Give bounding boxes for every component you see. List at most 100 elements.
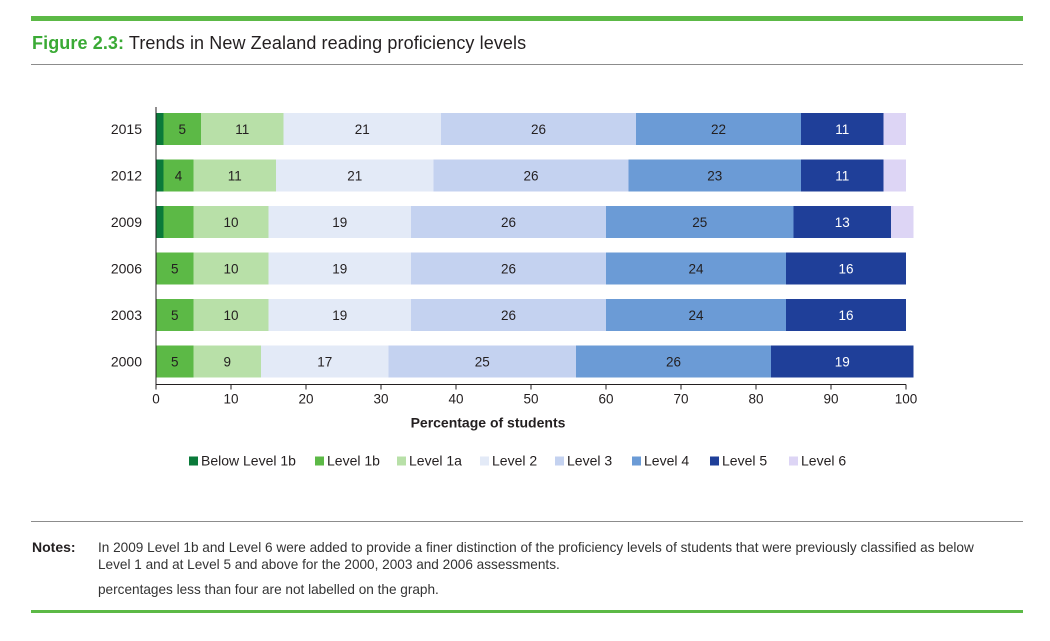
data-label: 21 bbox=[347, 169, 362, 184]
data-label: 26 bbox=[523, 169, 538, 184]
data-label: 25 bbox=[692, 215, 707, 230]
data-label: 5 bbox=[178, 122, 186, 137]
bar-segment-2015-level-4 bbox=[636, 113, 801, 145]
bar-segment-2006-level-5 bbox=[786, 252, 906, 285]
legend-swatch-level-1a bbox=[397, 456, 406, 466]
notes-text: In 2009 Level 1b and Level 6 were added … bbox=[98, 540, 974, 572]
bar-segment-2009-level-3 bbox=[411, 206, 606, 238]
data-label: 5 bbox=[171, 308, 179, 323]
bar-segment-2000-level-1a bbox=[193, 345, 261, 378]
data-label: 9 bbox=[223, 355, 231, 370]
legend-label: Level 6 bbox=[801, 453, 846, 469]
bar-segment-2009-below-level-1b bbox=[156, 206, 164, 238]
x-tick-label: 40 bbox=[448, 392, 463, 407]
bar-segment-2006-level-4 bbox=[606, 252, 786, 285]
bar-segment-2009-level-1b bbox=[163, 206, 194, 238]
legend-swatch-level-5 bbox=[710, 456, 719, 466]
legend-swatch-level-6 bbox=[789, 456, 798, 466]
data-label: 19 bbox=[332, 262, 347, 277]
legend-label: Level 2 bbox=[492, 453, 537, 469]
x-tick-label: 70 bbox=[673, 392, 688, 407]
data-label: 11 bbox=[228, 169, 242, 184]
legend-swatch-level-3 bbox=[555, 456, 564, 466]
data-label: 23 bbox=[707, 169, 722, 184]
bar-segment-2003-level-1b bbox=[156, 299, 194, 331]
bar-segment-2006-level-1b bbox=[156, 252, 194, 285]
bar-segment-2015-level-6 bbox=[883, 113, 906, 145]
x-tick-label: 20 bbox=[298, 392, 313, 407]
bar-segment-2003-level-4 bbox=[606, 299, 786, 331]
bar-segment-2012-level-3 bbox=[433, 159, 629, 192]
notes-label: Notes: bbox=[32, 539, 76, 555]
bar-segment-2003-level-1a bbox=[193, 299, 269, 331]
x-tick-label: 30 bbox=[373, 392, 388, 407]
data-label: 11 bbox=[835, 122, 849, 137]
data-label: 26 bbox=[501, 308, 516, 323]
legend-swatch-below-level-1b bbox=[189, 456, 198, 466]
legend-label: Level 1a bbox=[409, 453, 462, 469]
data-label: 10 bbox=[223, 215, 238, 230]
data-label: 22 bbox=[711, 122, 726, 137]
legend-label: Below Level 1b bbox=[201, 453, 296, 469]
bar-segment-2003-level-5 bbox=[786, 299, 906, 331]
bar-segment-2009-level-5 bbox=[793, 206, 891, 238]
bar-segment-2015-level-1a bbox=[201, 113, 284, 145]
legend-label: Level 5 bbox=[722, 453, 767, 469]
data-label: 24 bbox=[688, 262, 704, 277]
data-label: 19 bbox=[332, 215, 347, 230]
data-label: 16 bbox=[838, 262, 853, 277]
data-label: 10 bbox=[223, 308, 238, 323]
notes-rule bbox=[31, 521, 1023, 522]
legend-swatch-level-4 bbox=[632, 456, 641, 466]
x-axis-title: Percentage of students bbox=[411, 415, 566, 431]
bar-segment-2000-level-2 bbox=[261, 345, 389, 378]
legend-swatch-level-1b bbox=[315, 456, 324, 466]
bar-segment-2006-level-1a bbox=[193, 252, 269, 285]
x-tick-label: 80 bbox=[748, 392, 763, 407]
bar-segment-2012-level-5 bbox=[801, 159, 884, 192]
notes-footnote: percentages less than four are not label… bbox=[98, 582, 439, 597]
x-tick-label: 0 bbox=[152, 392, 160, 407]
category-label-2009: 2009 bbox=[111, 214, 142, 230]
bar-segment-2000-level-3 bbox=[388, 345, 576, 378]
bar-segment-2012-level-1a bbox=[193, 159, 276, 192]
data-label: 19 bbox=[835, 355, 850, 370]
bar-segment-2015-level-5 bbox=[801, 113, 884, 145]
bar-segment-2012-level-6 bbox=[883, 159, 906, 192]
x-tick-label: 100 bbox=[895, 392, 918, 407]
top-rule bbox=[31, 16, 1023, 21]
data-label: 26 bbox=[501, 262, 516, 277]
x-tick-label: 50 bbox=[523, 392, 538, 407]
bar-segment-2009-level-4 bbox=[606, 206, 794, 238]
data-label: 5 bbox=[171, 355, 179, 370]
bar-segment-2012-level-4 bbox=[628, 159, 801, 192]
data-label: 26 bbox=[666, 355, 681, 370]
bar-segment-2015-below-level-1b bbox=[156, 113, 164, 145]
bottom-rule bbox=[31, 610, 1023, 613]
data-label: 13 bbox=[835, 215, 850, 230]
category-label-2015: 2015 bbox=[111, 121, 142, 137]
bar-segment-2006-level-3 bbox=[411, 252, 606, 285]
data-label: 10 bbox=[223, 262, 238, 277]
data-label: 11 bbox=[235, 122, 249, 137]
category-label-2012: 2012 bbox=[111, 168, 142, 184]
bar-segment-2000-level-4 bbox=[576, 345, 771, 378]
bar-segment-2000-level-1b bbox=[156, 345, 194, 378]
bar-segment-2006-level-2 bbox=[268, 252, 411, 285]
bar-segment-2000-level-5 bbox=[771, 345, 914, 378]
bar-segment-2015-level-1b bbox=[163, 113, 201, 145]
legend-label: Level 3 bbox=[567, 453, 612, 469]
category-label-2003: 2003 bbox=[111, 307, 142, 323]
bar-segment-2012-level-2 bbox=[276, 159, 434, 192]
data-label: 17 bbox=[317, 355, 332, 370]
data-label: 16 bbox=[838, 308, 853, 323]
bar-segment-2009-level-6 bbox=[891, 206, 914, 238]
data-label: 19 bbox=[332, 308, 347, 323]
data-label: 11 bbox=[835, 169, 849, 184]
data-label: 24 bbox=[688, 308, 704, 323]
bar-segment-2015-level-3 bbox=[441, 113, 636, 145]
bar-segment-2012-below-level-1b bbox=[156, 159, 164, 192]
bar-segment-2015-level-2 bbox=[283, 113, 441, 145]
bar-segment-2012-level-1b bbox=[163, 159, 194, 192]
